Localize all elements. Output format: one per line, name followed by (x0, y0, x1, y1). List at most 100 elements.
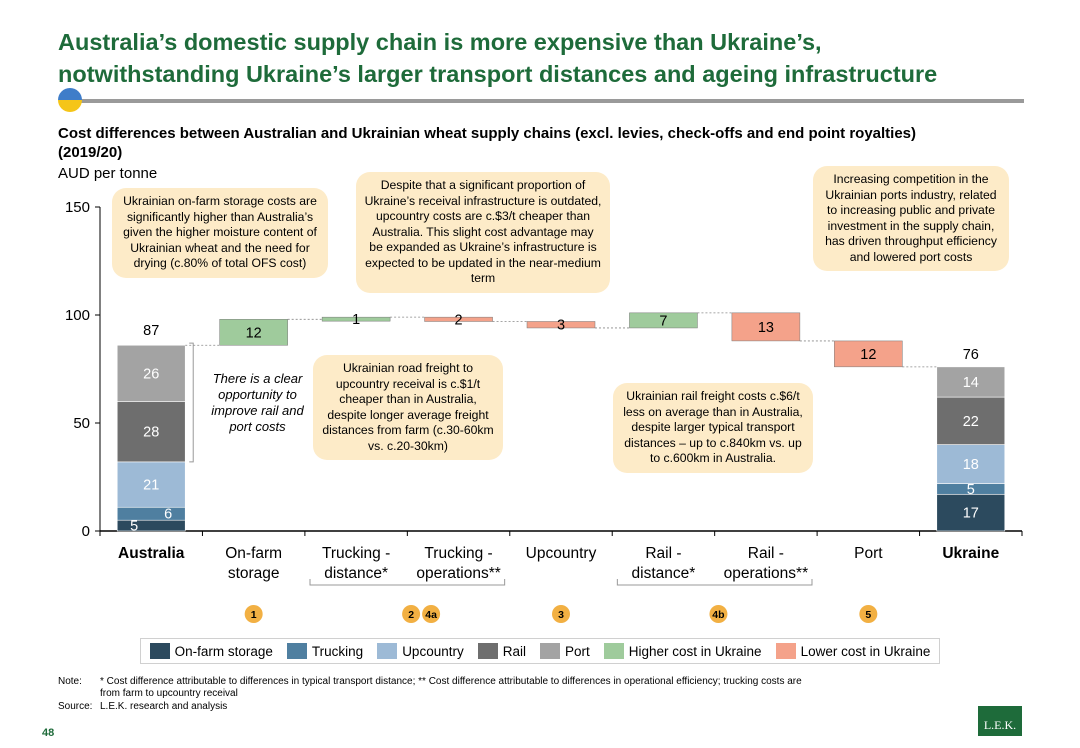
step-bar (834, 340, 903, 368)
y-tick-label: 50 (73, 415, 90, 432)
step-bar (731, 312, 801, 342)
x-category-label: Trucking - (424, 545, 492, 562)
step-value-label: 12 (246, 325, 262, 341)
legend-label: On-farm storage (174, 643, 273, 659)
callout-rail: Ukrainian rail freight costs c.$6/t less… (613, 383, 813, 473)
segment-value-label: 22 (963, 414, 979, 430)
x-category-label: Ukraine (942, 545, 999, 562)
stack-segment-port (936, 366, 1006, 398)
subtitle-line-2: (2019/20) (58, 144, 123, 161)
step-marker-circle (422, 605, 441, 623)
x-category-label: Trucking - (322, 545, 390, 562)
x-category-label: operations** (416, 565, 500, 582)
legend-swatch (603, 643, 624, 659)
legend-item-port: Port (539, 643, 590, 659)
y-tick-label: 100 (65, 307, 90, 324)
lek-logo: L.E.K. (978, 706, 1022, 736)
stack-segment-port (116, 344, 186, 402)
step-marker-circle (244, 605, 263, 623)
step-marker-label: 5 (865, 609, 871, 621)
x-category-label: Australia (118, 545, 185, 562)
x-category-label: Rail - (748, 545, 784, 562)
legend-swatch (539, 643, 560, 659)
step-value-label: 3 (557, 318, 565, 334)
step-value-label: 2 (455, 312, 463, 328)
source-label: Source: (58, 701, 93, 712)
legend-item-rail: Rail (477, 643, 526, 659)
unit-label: AUD per tonne (58, 165, 158, 182)
total-value-label: 76 (963, 347, 979, 363)
chart-legend: On-farm storage Trucking Upcountry Rail … (140, 638, 940, 664)
legend-swatch (477, 643, 498, 659)
step-marker-circle (402, 605, 421, 623)
segment-value-label: 28 (143, 425, 159, 441)
legend-label: Trucking (311, 643, 364, 659)
x-category-label: storage (228, 565, 280, 582)
x-category-label: operations** (724, 565, 808, 582)
step-bar (219, 319, 288, 346)
stack-segment-trucking (116, 506, 186, 521)
legend-item-higher: Higher cost in Ukraine (603, 643, 762, 659)
stack-segment-rail (116, 401, 186, 463)
segment-value-label: 26 (143, 366, 159, 382)
page-title: Australia’s domestic supply chain is mor… (58, 26, 1058, 90)
ukraine-flag-icon (58, 88, 82, 112)
legend-item-trucking: Trucking (286, 643, 364, 659)
step-marker-label: 4a (425, 609, 437, 621)
chart-subtitle: Cost differences between Australian and … (58, 124, 1058, 162)
flag-bottom-band (58, 100, 82, 112)
callout-upcountry: Despite that a significant proportion of… (356, 172, 610, 293)
logo-text: L.E.K. (983, 718, 1017, 732)
step-marker-circle (709, 605, 728, 623)
category-group-bracket (616, 579, 813, 586)
segment-value-label: 14 (963, 375, 979, 391)
step-marker-circle (552, 605, 570, 623)
step-value-label: 13 (758, 320, 774, 336)
legend-label: Upcountry (402, 643, 464, 659)
step-bar (629, 312, 698, 329)
total-value-label: 87 (143, 323, 159, 339)
note-line-2: from farm to upcountry receival (100, 688, 238, 699)
legend-label: Port (564, 643, 590, 659)
step-bar (321, 316, 391, 322)
legend-label: Rail (502, 643, 526, 659)
waterfall-chart: 0 50 100 150 Australia On-farm storage Trucking… (65, 199, 1023, 623)
stack-segment-rail (936, 396, 1006, 445)
category-group-bracket (309, 579, 506, 586)
rail-port-bracket (189, 342, 194, 463)
segment-value-label: 5 (967, 482, 975, 498)
note-line-1: * Cost difference attributable to differ… (100, 676, 802, 687)
step-value-label: 1 (352, 312, 360, 328)
note-text: * Cost difference attributable to differ… (100, 676, 920, 700)
x-category-label: On-farm (225, 545, 282, 562)
source-text: L.E.K. research and analysis (100, 701, 228, 712)
x-category-label: distance* (324, 565, 388, 582)
legend-swatch (775, 643, 796, 659)
title-line-2: notwithstanding Ukraine’s larger transpo… (58, 61, 938, 87)
stack-segment-upcountry (936, 444, 1006, 484)
legend-swatch (149, 643, 170, 659)
segment-value-label: 6 (164, 507, 172, 523)
step-bar (424, 316, 493, 322)
segment-value-label: 18 (963, 457, 979, 473)
y-tick-label: 0 (82, 523, 90, 540)
step-value-label: 12 (860, 347, 876, 363)
callout-trucking: Ukrainian road freight to upcountry rece… (313, 355, 503, 460)
callout-onfarm: Ukrainian on-farm storage costs are sign… (112, 188, 328, 278)
legend-item-lower: Lower cost in Ukraine (775, 643, 931, 659)
flag-top-band (58, 88, 82, 100)
segment-value-label: 17 (963, 506, 979, 522)
legend-label: Lower cost in Ukraine (800, 643, 931, 659)
x-category-label: distance* (632, 565, 696, 582)
note-label: Note: (58, 676, 82, 687)
stack-segment-on-farm-storage (936, 493, 1006, 532)
title-divider (74, 99, 1024, 103)
legend-item-onfarm: On-farm storage (149, 643, 273, 659)
legend-item-upcountry: Upcountry (377, 643, 464, 659)
y-tick-label: 150 (65, 199, 90, 216)
x-category-label: Rail - (645, 545, 681, 562)
page-number: 48 (42, 727, 55, 739)
segment-value-label: 5 (130, 519, 138, 535)
legend-label: Higher cost in Ukraine (628, 643, 762, 659)
x-category-label: Upcountry (526, 545, 597, 562)
